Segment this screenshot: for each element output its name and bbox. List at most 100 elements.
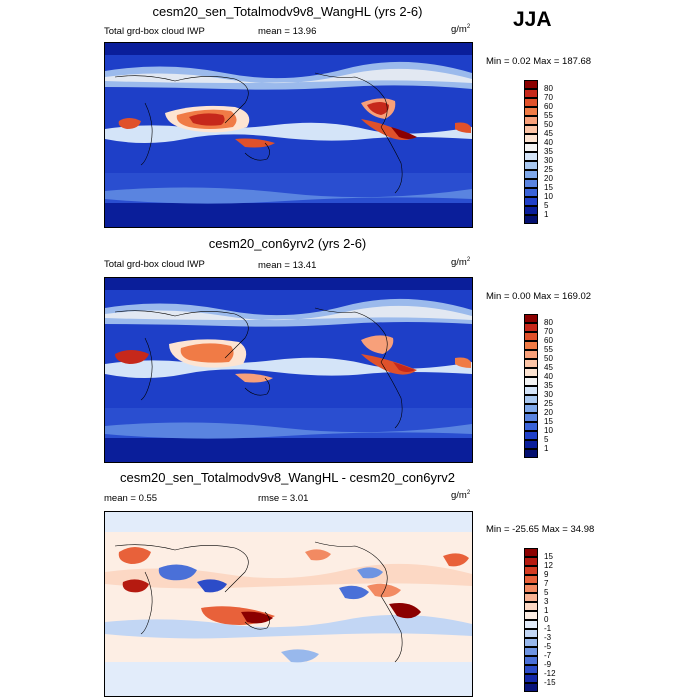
panel-3-colorbar-box-12 xyxy=(524,656,538,666)
panel-1-colorbar-label: 35 xyxy=(544,147,553,156)
panel-3-mean-label: mean = 0.55 xyxy=(104,493,158,504)
panel-2-colorbar-box-8 xyxy=(524,386,538,396)
panel-2-colorbar-label: 10 xyxy=(544,426,553,435)
season-label: JJA xyxy=(513,8,552,31)
panel-2-colorbar: 80 70 60 55 50 45 40 35 30 25 20 15 10 5… xyxy=(524,314,574,459)
panel-1-colorbar-box-14 xyxy=(524,206,538,216)
panel-3-title: cesm20_sen_Totalmodv9v8_WangHL - cesm20_… xyxy=(119,470,456,485)
panel-2-colorbar-box-1 xyxy=(524,323,538,333)
panel-1-colorbar-box-3 xyxy=(524,107,538,117)
panel-2-map xyxy=(104,277,473,463)
panel-3-colorbar-box-7 xyxy=(524,611,538,621)
panel-2-field-svg xyxy=(105,278,472,462)
panel-3-colorbar-label: 9 xyxy=(544,570,549,579)
panel-2-colorbar-box-15 xyxy=(524,449,538,459)
panel-1-colorbar: 80 70 60 55 50 45 40 35 30 25 20 15 10 5… xyxy=(524,80,574,225)
panel-3-colorbar-box-6 xyxy=(524,602,538,612)
panel-1-colorbar-box-1 xyxy=(524,89,538,99)
panel-2-colorbar-box-13 xyxy=(524,431,538,441)
panel-1-colorbar-label: 1 xyxy=(544,210,549,219)
panel-3-colorbar-label: 15 xyxy=(544,552,553,561)
panel-1-minmax: Min = 0.02 Max = 187.68 xyxy=(486,56,592,67)
panel-1-colorbar-label: 15 xyxy=(544,183,553,192)
panel-2-colorbar-box-9 xyxy=(524,395,538,405)
panel-2-colorbar-label: 55 xyxy=(544,345,553,354)
panel-2-colorbar-box-11 xyxy=(524,413,538,423)
panel-1-mean-label: mean = 13.96 xyxy=(258,26,317,37)
panel-3-colorbar-box-9 xyxy=(524,629,538,639)
panel-3-colorbar-label: -12 xyxy=(544,669,556,678)
panel-2-colorbar-box-6 xyxy=(524,368,538,378)
panel-3-colorbar-box-3 xyxy=(524,575,538,585)
panel-1-colorbar-box-0 xyxy=(524,80,538,90)
panel-3-colorbar-box-15 xyxy=(524,683,538,693)
panel-2-colorbar-box-0 xyxy=(524,314,538,324)
panel-2-colorbar-label: 40 xyxy=(544,372,553,381)
panel-3-colorbar-box-14 xyxy=(524,674,538,684)
panel-3-minmax: Min = -25.65 Max = 34.98 xyxy=(486,524,595,535)
panel-2-title: cesm20_con6yrv2 (yrs 2-6) xyxy=(208,236,367,251)
panel-2-colorbar-label: 25 xyxy=(544,399,553,408)
panel-1-colorbar-label: 25 xyxy=(544,165,553,174)
panel-2-colorbar-box-2 xyxy=(524,332,538,342)
panel-3-colorbar-label: 1 xyxy=(544,606,549,615)
panel-3-units: g/m2 xyxy=(451,490,471,502)
panel-3-colorbar-label: 5 xyxy=(544,588,549,597)
panel-3-colorbar-label: 3 xyxy=(544,597,549,606)
panel-1-colorbar-label: 60 xyxy=(544,102,553,111)
panel-3-colorbar-box-0 xyxy=(524,548,538,558)
panel-1-field-svg xyxy=(105,43,472,227)
panel-1-colorbar-label: 30 xyxy=(544,156,553,165)
panel-3-colorbar-box-13 xyxy=(524,665,538,675)
panel-2-variable-label: Total grd-box cloud IWP xyxy=(104,259,205,270)
panel-1-colorbar-box-8 xyxy=(524,152,538,162)
panel-2-colorbar-box-14 xyxy=(524,440,538,450)
panel-1-colorbar-box-13 xyxy=(524,197,538,207)
panel-2-colorbar-label: 15 xyxy=(544,417,553,426)
panel-3-colorbar-label: -1 xyxy=(544,624,552,633)
panel-1-colorbar-box-11 xyxy=(524,179,538,189)
panel-2-colorbar-label: 50 xyxy=(544,354,553,363)
panel-3-colorbar-label: 12 xyxy=(544,561,553,570)
panel-2-mean-label: mean = 13.41 xyxy=(258,260,317,271)
panel-3-colorbar-box-4 xyxy=(524,584,538,594)
panel-1-colorbar-label: 80 xyxy=(544,84,553,93)
panel-2-colorbar-label: 1 xyxy=(544,444,549,453)
panel-1-colorbar-label: 20 xyxy=(544,174,553,183)
panel-3-map xyxy=(104,511,473,697)
panel-2-colorbar-box-7 xyxy=(524,377,538,387)
panel-3-colorbar: 15 12 9 7 5 3 1 0 -1 -3 -5 -7 -9 -12 -15 xyxy=(524,548,574,693)
panel-2-minmax: Min = 0.00 Max = 169.02 xyxy=(486,291,592,302)
panel-2-colorbar-label: 45 xyxy=(544,363,553,372)
panel-2-colorbar-label: 5 xyxy=(544,435,549,444)
panel-1-colorbar-box-15 xyxy=(524,215,538,225)
panel-3-colorbar-box-5 xyxy=(524,593,538,603)
panel-3-colorbar-label: -9 xyxy=(544,660,552,669)
panel-2-colorbar-label: 30 xyxy=(544,390,553,399)
panel-1-title: cesm20_sen_Totalmodv9v8_WangHL (yrs 2-6) xyxy=(152,4,423,19)
panel-1-variable-label: Total grd-box cloud IWP xyxy=(104,26,205,37)
panel-2-units: g/m2 xyxy=(451,257,471,269)
panel-2-colorbar-box-5 xyxy=(524,359,538,369)
panel-1-colorbar-box-10 xyxy=(524,170,538,180)
panel-2-colorbar-label: 80 xyxy=(544,318,553,327)
panel-3-colorbar-label: -7 xyxy=(544,651,552,660)
panel-1-colorbar-box-6 xyxy=(524,134,538,144)
panel-1-colorbar-label: 45 xyxy=(544,129,553,138)
panel-2-colorbar-box-4 xyxy=(524,350,538,360)
panel-1-colorbar-box-9 xyxy=(524,161,538,171)
panel-2-colorbar-box-3 xyxy=(524,341,538,351)
panel-3-colorbar-label: 0 xyxy=(544,615,549,624)
panel-1-units: g/m2 xyxy=(451,24,471,36)
panel-2-colorbar-box-10 xyxy=(524,404,538,414)
panel-1-colorbar-box-2 xyxy=(524,98,538,108)
panel-3-colorbar-box-1 xyxy=(524,557,538,567)
panel-3-colorbar-box-2 xyxy=(524,566,538,576)
panel-3-colorbar-label: 7 xyxy=(544,579,549,588)
panel-1-colorbar-box-5 xyxy=(524,125,538,135)
panel-2-colorbar-label: 35 xyxy=(544,381,553,390)
panel-3-colorbar-label: -3 xyxy=(544,633,552,642)
panel-1-colorbar-box-7 xyxy=(524,143,538,153)
panel-1-colorbar-label: 5 xyxy=(544,201,549,210)
panel-3-colorbar-label: -15 xyxy=(544,678,556,687)
